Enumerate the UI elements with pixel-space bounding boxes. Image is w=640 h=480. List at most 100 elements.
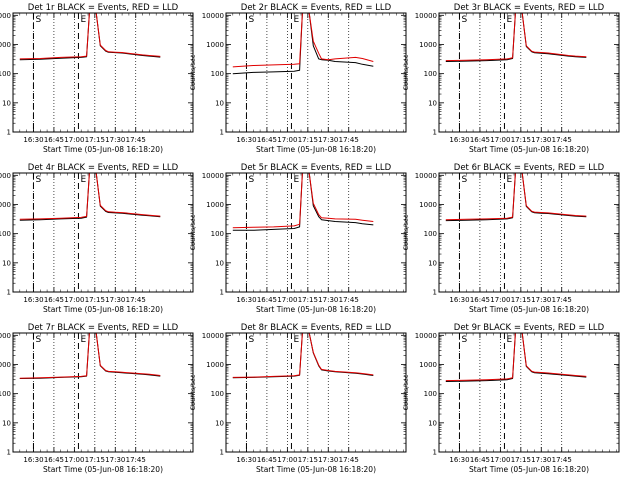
x-tick-label: 17:30 <box>531 296 551 304</box>
y-tick-label: 10 <box>428 259 437 267</box>
interval-marker-label: E <box>293 175 299 185</box>
plot-frame <box>225 332 407 453</box>
x-tick-label: 17:00 <box>490 136 510 144</box>
y-tick-label: 10000 <box>202 12 224 20</box>
series-line-lld <box>232 333 374 378</box>
x-tick-label: 16:45 <box>44 296 64 304</box>
y-tick-label: 100 <box>0 390 11 398</box>
x-tick-label: 17:00 <box>277 456 297 464</box>
chart-panel: Det 6r BLACK = Events, RED = LLD Counts/s… <box>402 163 620 314</box>
x-tick-label: 16:45 <box>470 296 490 304</box>
chart-panel: Det 8r BLACK = Events, RED = LLD Counts/s… <box>189 323 407 474</box>
chart-panel: Det 9r BLACK = Events, RED = LLD Counts/s… <box>402 323 620 474</box>
y-tick-label: 100 <box>424 230 437 238</box>
interval-marker-label: E <box>506 175 512 185</box>
x-axis-label: Start Time (05-Jun-08 16:18:20) <box>43 465 163 474</box>
y-tick-label: 1000 <box>0 361 11 369</box>
y-tick-label: 1 <box>220 129 224 137</box>
chart-panel: Det 5r BLACK = Events, RED = LLD Counts/s… <box>189 163 407 314</box>
chart-panel: Det 1r BLACK = Events, RED = LLD Counts/s… <box>0 3 194 154</box>
y-tick-label: 10000 <box>0 332 11 340</box>
x-axis-label: Start Time (05-Jun-08 16:18:20) <box>43 305 163 314</box>
y-tick-label: 1 <box>433 289 437 297</box>
series-line-lld <box>19 173 161 220</box>
interval-marker-label: E <box>506 15 512 25</box>
x-tick-label: 17:00 <box>490 456 510 464</box>
x-tick-label: 17:15 <box>511 136 531 144</box>
y-tick-label: 10 <box>2 99 11 107</box>
x-tick-label: 17:00 <box>64 136 84 144</box>
series-line-lld <box>232 13 374 68</box>
interval-marker-label: S <box>461 15 467 25</box>
y-tick-label: 10 <box>428 419 437 427</box>
x-tick-label: 17:00 <box>64 456 84 464</box>
chart-title: Det 3r BLACK = Events, RED = LLD <box>454 3 605 13</box>
x-tick-label: 17:30 <box>531 136 551 144</box>
y-tick-label: 1 <box>220 289 224 297</box>
x-tick-label: 16:30 <box>449 136 469 144</box>
x-tick-label: 17:30 <box>318 136 338 144</box>
x-tick-label: 16:45 <box>44 136 64 144</box>
x-tick-label: 17:30 <box>105 296 125 304</box>
x-tick-label: 17:30 <box>531 456 551 464</box>
x-tick-label: 17:45 <box>552 136 572 144</box>
chart-title: Det 9r BLACK = Events, RED = LLD <box>454 323 605 333</box>
interval-marker-label: S <box>461 335 467 345</box>
x-axis-label: Start Time (05-Jun-08 16:18:20) <box>43 145 163 154</box>
y-tick-label: 1000 <box>206 201 224 209</box>
y-tick-label: 10000 <box>415 332 437 340</box>
y-tick-label: 1000 <box>206 361 224 369</box>
plot-frame <box>12 12 194 133</box>
y-tick-label: 10000 <box>415 172 437 180</box>
y-axis-label: Counts/sec <box>402 214 410 250</box>
x-axis-label: Start Time (05-Jun-08 16:18:20) <box>469 145 589 154</box>
x-tick-label: 17:00 <box>277 136 297 144</box>
x-tick-label: 16:45 <box>470 136 490 144</box>
chart-title: Det 6r BLACK = Events, RED = LLD <box>454 163 605 173</box>
interval-marker-label: S <box>248 335 254 345</box>
plot-frame <box>438 172 620 293</box>
y-tick-label: 10 <box>215 419 224 427</box>
plot-data <box>232 333 374 379</box>
x-tick-label: 17:45 <box>339 296 359 304</box>
y-tick-label: 10 <box>215 259 224 267</box>
y-tick-label: 100 <box>424 390 437 398</box>
plot-frame <box>225 12 407 133</box>
y-tick-label: 1 <box>220 449 224 457</box>
interval-marker-label: E <box>293 15 299 25</box>
chart-panel: Det 3r BLACK = Events, RED = LLD Counts/s… <box>402 3 620 154</box>
plot-frame <box>438 332 620 453</box>
interval-marker-label: E <box>506 335 512 345</box>
y-tick-label: 10000 <box>0 172 11 180</box>
y-axis-label: Counts/sec <box>189 374 197 410</box>
plot-data <box>232 13 374 75</box>
y-tick-label: 1 <box>433 129 437 137</box>
chart-title: Det 7r BLACK = Events, RED = LLD <box>28 323 179 333</box>
x-tick-label: 17:15 <box>85 296 105 304</box>
y-tick-label: 1 <box>7 449 11 457</box>
x-tick-label: 16:45 <box>257 296 277 304</box>
plot-data <box>445 333 587 382</box>
x-tick-label: 17:15 <box>511 456 531 464</box>
chart-title: Det 8r BLACK = Events, RED = LLD <box>241 323 392 333</box>
y-tick-label: 10 <box>215 99 224 107</box>
chart-title: Det 1r BLACK = Events, RED = LLD <box>28 3 179 13</box>
series-line-lld <box>445 13 587 62</box>
y-tick-label: 1000 <box>206 41 224 49</box>
x-tick-label: 17:15 <box>85 456 105 464</box>
x-tick-label: 16:30 <box>23 456 43 464</box>
x-tick-label: 17:45 <box>126 136 146 144</box>
x-tick-label: 16:30 <box>23 136 43 144</box>
y-tick-label: 100 <box>211 230 224 238</box>
x-tick-label: 17:00 <box>64 296 84 304</box>
interval-marker-label: E <box>293 335 299 345</box>
y-tick-label: 100 <box>211 70 224 78</box>
x-tick-label: 17:45 <box>126 456 146 464</box>
plot-frame <box>12 172 194 293</box>
x-tick-label: 17:45 <box>552 456 572 464</box>
series-line-lld <box>445 173 587 221</box>
x-axis-label: Start Time (05-Jun-08 16:18:20) <box>469 305 589 314</box>
x-tick-label: 16:45 <box>257 136 277 144</box>
x-tick-label: 17:30 <box>318 296 338 304</box>
y-axis-label: Counts/sec <box>402 374 410 410</box>
